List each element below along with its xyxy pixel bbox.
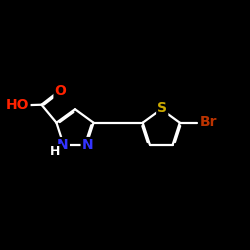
Text: N: N [82,138,93,152]
Text: S: S [157,101,167,115]
Text: N: N [57,138,69,152]
Text: Br: Br [200,115,217,129]
Text: HO: HO [6,98,30,112]
Text: O: O [54,84,66,98]
Text: H: H [50,145,61,158]
